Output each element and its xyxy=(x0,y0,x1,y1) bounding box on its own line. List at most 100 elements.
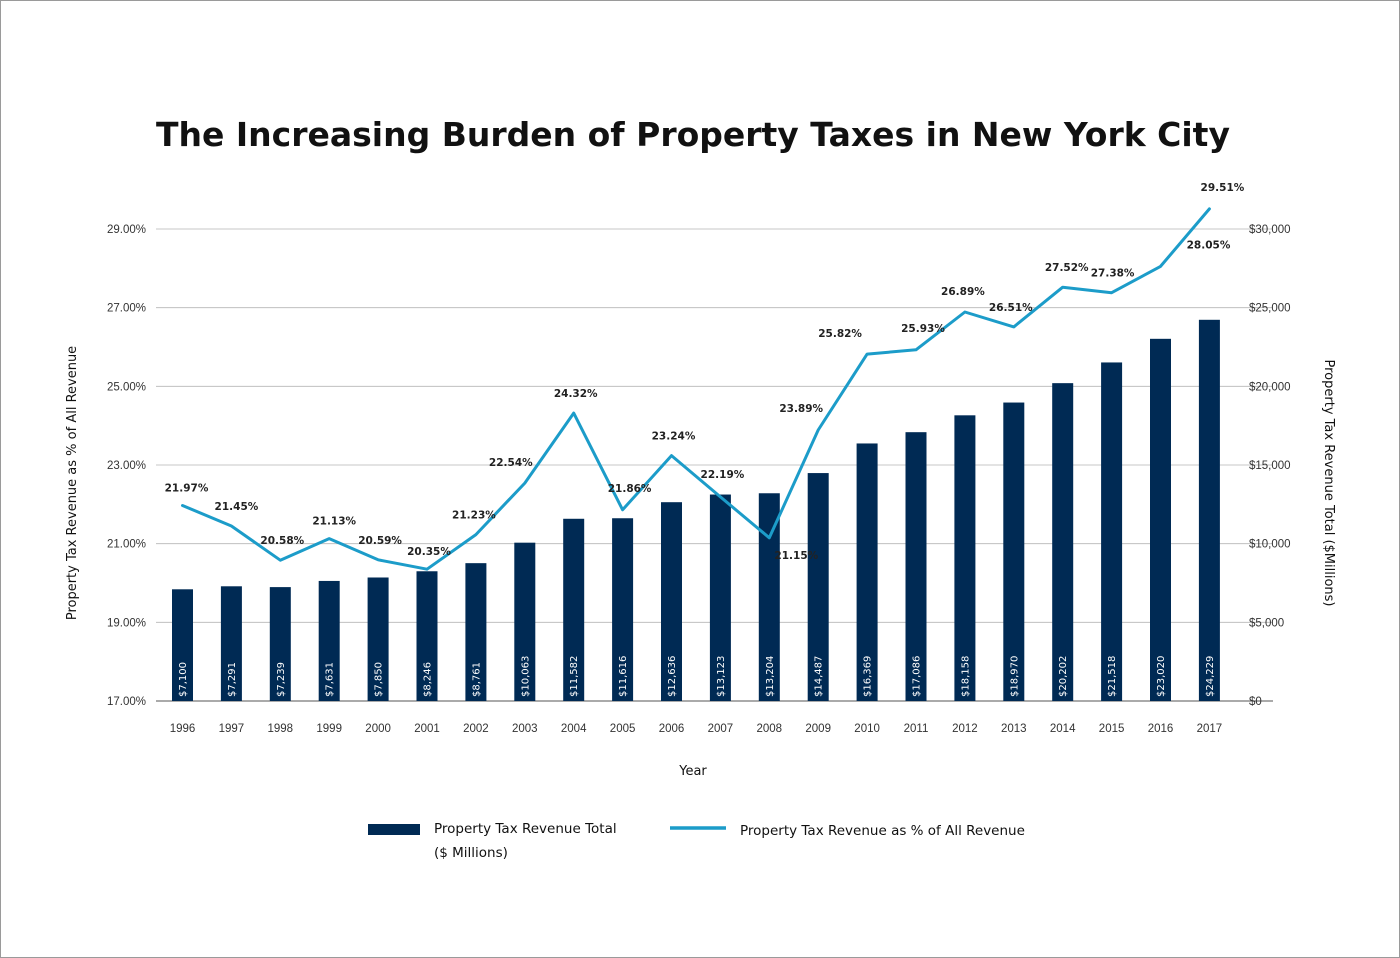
bar-value-label: $21,518 xyxy=(1107,656,1118,697)
x-tick-label: 1998 xyxy=(268,723,294,735)
percent-value-label: 22.54% xyxy=(489,457,533,469)
x-tick-label: 2006 xyxy=(659,723,685,735)
bar-value-label: $16,369 xyxy=(863,656,874,697)
right-tick-label: $20,000 xyxy=(1249,381,1291,393)
x-tick-label: 1999 xyxy=(316,723,342,735)
x-tick-label: 2012 xyxy=(952,723,978,735)
bar-value-label: $20,202 xyxy=(1058,656,1069,697)
bar xyxy=(172,589,193,701)
right-tick-label: $30,000 xyxy=(1249,224,1291,236)
percent-value-label: 20.35% xyxy=(407,546,451,558)
percent-value-label: 21.15% xyxy=(774,550,818,562)
bar xyxy=(905,432,927,701)
x-tick-label: 2005 xyxy=(610,723,636,735)
x-tick-label: 2000 xyxy=(365,723,391,735)
bar-value-label: $7,291 xyxy=(227,662,238,697)
left-tick-label: 19.00% xyxy=(107,617,146,629)
percent-value-label: 24.32% xyxy=(554,388,598,400)
x-tick-label: 2004 xyxy=(561,723,587,735)
bar-value-label: $12,636 xyxy=(667,656,678,697)
right-axis-title: Property Tax Revenue Total ($Millions) xyxy=(1321,359,1336,606)
bar-value-label: $10,063 xyxy=(520,656,531,697)
percent-value-label: 25.82% xyxy=(818,328,862,340)
right-axis-ticks: $0 $5,000 $10,000 $15,000 $20,000 $25,000 $30,… xyxy=(1249,224,1291,708)
percent-value-label: 21.97% xyxy=(165,483,209,495)
percent-value-label: 23.24% xyxy=(652,431,696,443)
bar xyxy=(220,586,242,701)
bar xyxy=(1101,362,1123,701)
legend-bar-swatch xyxy=(368,824,420,835)
percent-labels: 21.97% 21.45% 20.58% 21.13%20.59% 20.35% 21.2… xyxy=(165,182,1245,562)
bar xyxy=(465,563,487,701)
percent-value-label: 20.58% xyxy=(260,535,304,547)
left-tick-label: 17.00% xyxy=(107,696,146,708)
bar xyxy=(954,415,976,701)
percent-value-label: 21.45% xyxy=(215,501,259,513)
left-tick-label: 29.00% xyxy=(107,224,146,236)
left-axis-ticks: 17.00% 19.00% 21.00% 23.00% 25.00% 27.00% 29.0… xyxy=(107,224,146,708)
bar xyxy=(514,542,536,701)
percent-value-label: 21.23% xyxy=(452,510,496,522)
bar-value-label: $7,239 xyxy=(276,662,287,697)
x-tick-label: 1997 xyxy=(219,723,245,735)
x-tick-label: 2013 xyxy=(1001,723,1027,735)
percent-value-label: 22.19% xyxy=(701,469,745,481)
percent-value-label: 28.05% xyxy=(1187,239,1231,251)
x-tick-label: 2011 xyxy=(904,723,929,735)
x-axis-ticks: 1996 1997 1998 1999 2000 2001 2002 2003 2004 2005… xyxy=(170,723,1222,735)
left-tick-label: 25.00% xyxy=(107,381,146,393)
left-tick-label: 27.00% xyxy=(107,303,146,315)
bar xyxy=(318,580,340,701)
bar-value-label: $7,100 xyxy=(178,662,189,697)
x-tick-label: 2014 xyxy=(1050,723,1076,735)
bar xyxy=(807,473,829,701)
legend-bar-label-line2: ($ Millions) xyxy=(434,845,508,861)
legend-bar-label-line1: Property Tax Revenue Total xyxy=(434,821,617,837)
percent-value-label: 25.93% xyxy=(901,323,945,335)
bar xyxy=(758,493,780,701)
bar-value-label: $17,086 xyxy=(912,656,923,697)
bar-value-label: $13,204 xyxy=(765,656,776,697)
percent-value-label: 26.89% xyxy=(941,286,985,298)
bar xyxy=(661,502,682,701)
bar-value-label: $18,158 xyxy=(960,656,971,697)
percent-value-label: 21.13% xyxy=(312,516,356,528)
right-tick-label: $10,000 xyxy=(1249,539,1291,551)
right-tick-label: $25,000 xyxy=(1249,303,1291,315)
bar xyxy=(367,577,389,701)
right-tick-label: $15,000 xyxy=(1249,460,1291,472)
percent-value-label: 21.86% xyxy=(608,483,652,495)
bar xyxy=(1052,383,1074,701)
bar-value-label: $18,970 xyxy=(1009,656,1020,697)
legend: Property Tax Revenue Total ($ Millions) … xyxy=(368,821,1025,861)
bar xyxy=(1150,338,1171,701)
percent-value-label: 29.51% xyxy=(1201,182,1245,194)
x-tick-label: 2002 xyxy=(463,723,489,735)
percent-value-label: 27.52% xyxy=(1045,262,1089,274)
bar xyxy=(709,494,731,701)
x-axis-title: Year xyxy=(678,764,707,779)
bar xyxy=(856,443,878,701)
x-tick-label: 2016 xyxy=(1148,723,1174,735)
right-tick-label: $0 xyxy=(1249,696,1262,708)
bar xyxy=(563,518,585,701)
bar-value-label: $11,616 xyxy=(618,656,629,697)
x-tick-label: 1996 xyxy=(170,723,196,735)
bar-value-label: $13,123 xyxy=(716,656,727,697)
chart-title: The Increasing Burden of Property Taxes … xyxy=(156,115,1230,154)
bar-value-label: $8,246 xyxy=(423,662,434,697)
x-tick-label: 2010 xyxy=(854,723,880,735)
bar xyxy=(416,571,438,701)
x-tick-label: 2007 xyxy=(708,723,734,735)
bar-value-label: $7,850 xyxy=(374,662,385,697)
bar xyxy=(269,587,291,701)
x-tick-label: 2003 xyxy=(512,723,538,735)
percent-line-path xyxy=(181,207,1211,571)
x-tick-label: 2009 xyxy=(805,723,831,735)
bar-value-label: $24,229 xyxy=(1205,656,1216,697)
bars xyxy=(172,319,1220,701)
bar xyxy=(1003,402,1025,701)
bar-value-label: $7,631 xyxy=(325,662,336,697)
percent-value-label: 20.59% xyxy=(358,535,402,547)
